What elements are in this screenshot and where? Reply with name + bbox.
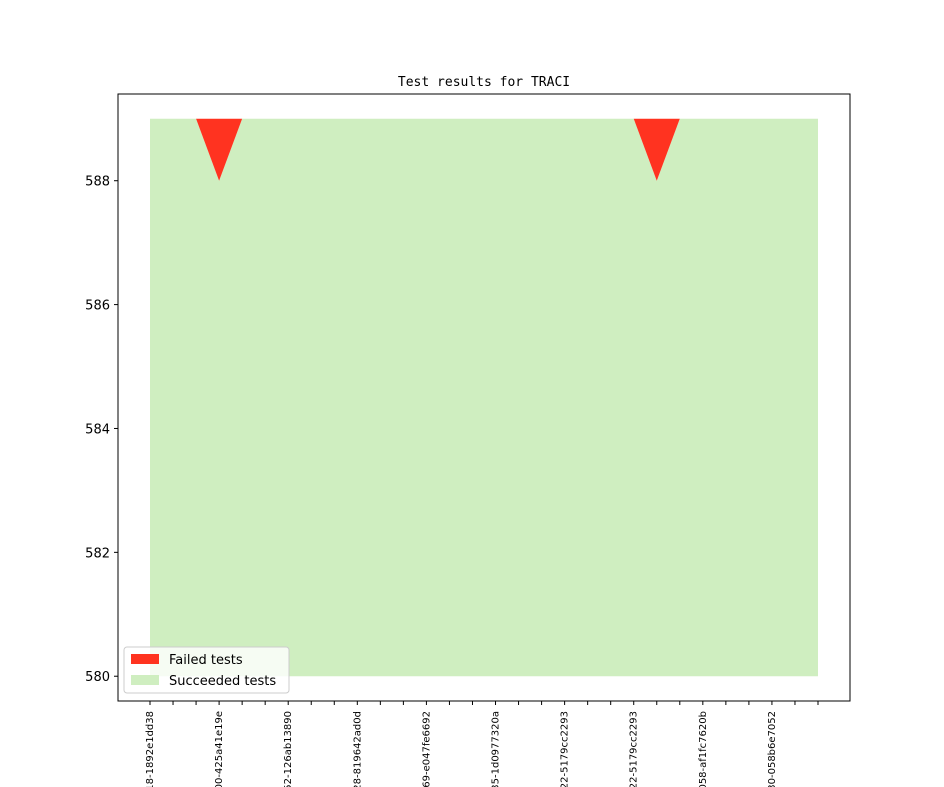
- x-tick-label: 058-af1fc7620b: [698, 711, 709, 787]
- axes-frame: [117, 93, 851, 702]
- x-tick-label: 52-126ab13890: [283, 711, 294, 787]
- y-tick-label: 584: [85, 422, 110, 437]
- legend-label-failed: Failed tests: [169, 653, 243, 668]
- y-tick-label: 588: [85, 175, 110, 190]
- plot-area: [150, 118, 818, 677]
- legend-swatch-failed: [131, 654, 159, 664]
- legend: Failed tests Succeeded tests: [123, 646, 290, 694]
- x-tick-label: 30-058b6e7052: [767, 711, 778, 787]
- x-tick-label: 22-5179cc2293: [560, 711, 571, 787]
- y-tick-label: 586: [85, 299, 110, 314]
- series-area-succeeded: [150, 118, 818, 677]
- x-tick-label: 35-1d0977320a: [491, 711, 502, 787]
- legend-box: [123, 646, 290, 694]
- x-tick-label: 69-e047fe6692: [421, 711, 432, 787]
- x-tick-label: 28-819642ad0d: [352, 711, 363, 787]
- y-tick-label: 582: [85, 546, 110, 561]
- legend-label-succeeded: Succeeded tests: [169, 674, 276, 689]
- chart-title: Test results for TRACI: [398, 75, 570, 90]
- legend-swatch-succeeded: [131, 675, 159, 685]
- x-tick-label: 18-1892e1dd38: [145, 711, 156, 787]
- y-axis: 580 582 584 586 588: [85, 175, 118, 685]
- y-tick-label: 580: [85, 670, 110, 685]
- series-area-failed: [150, 118, 818, 181]
- x-tick-label: 00-425a41e19e: [214, 711, 225, 787]
- x-tick-label: 22-5179cc2293: [629, 711, 640, 787]
- x-axis: 18-1892e1dd38 00-425a41e19e 52-126ab13890 2…: [145, 701, 819, 787]
